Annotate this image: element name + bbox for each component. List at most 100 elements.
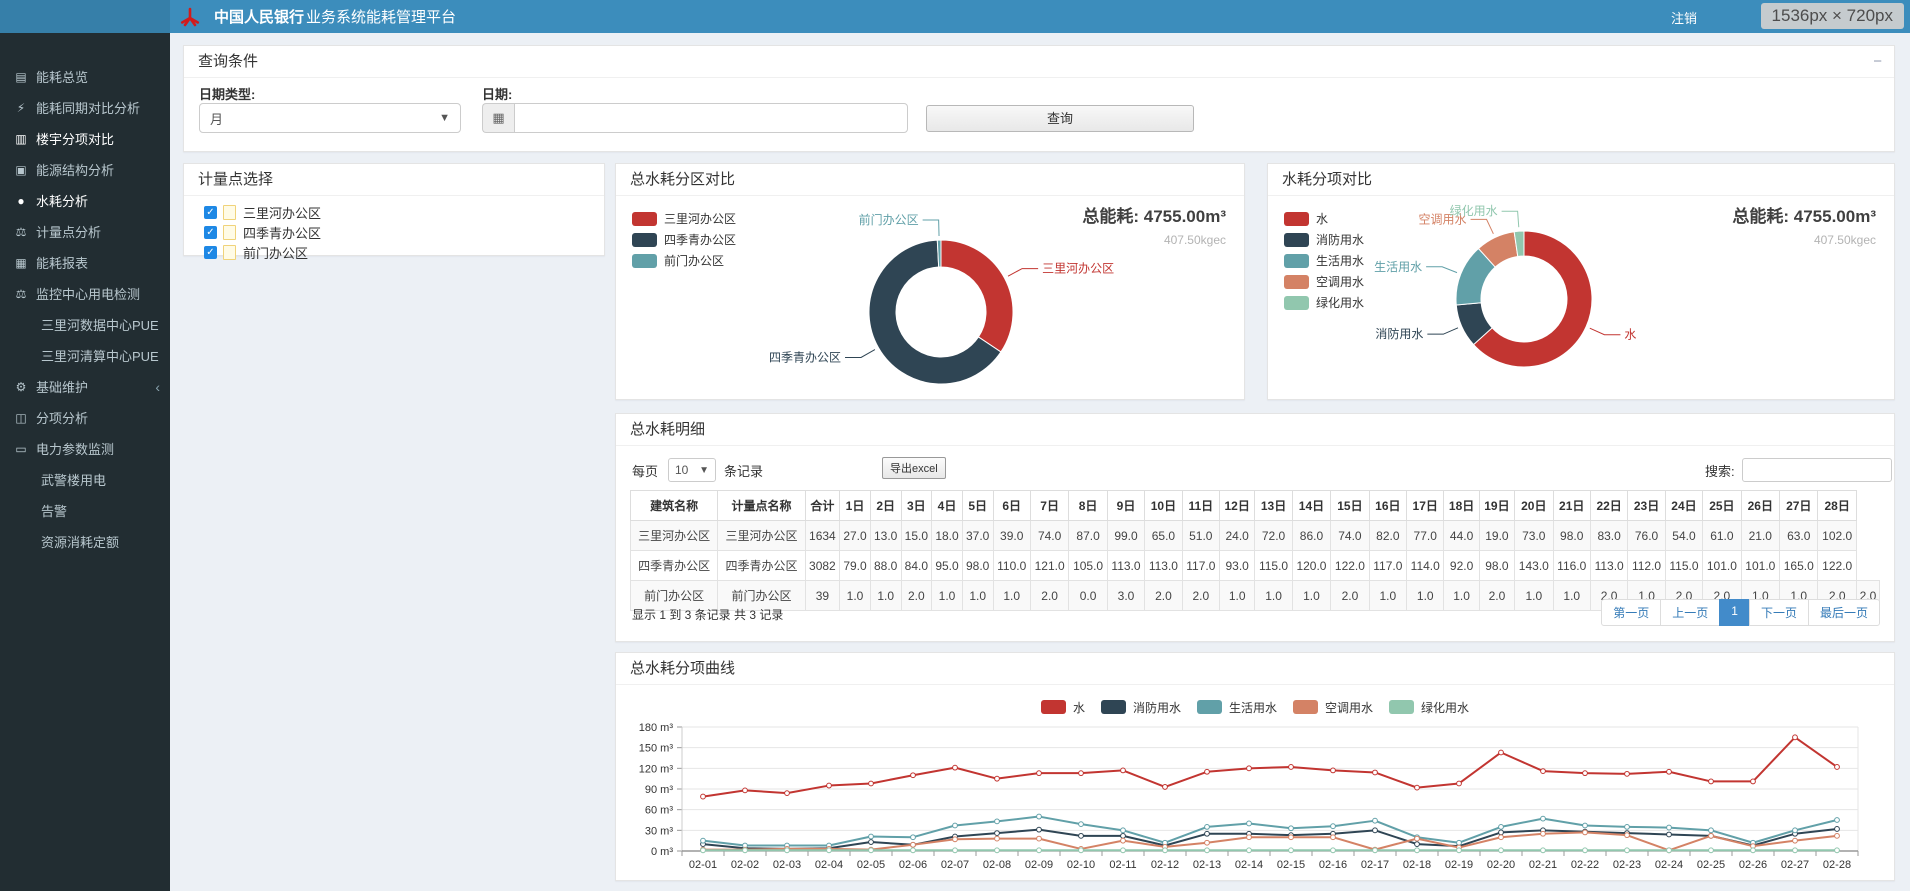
sidebar-item-14[interactable]: 告警 (0, 495, 170, 526)
table-cell: 3082 (804, 550, 841, 581)
table-cell: 98.0 (1552, 520, 1591, 551)
donut-slice-三里河办公区[interactable] (940, 239, 1014, 353)
table-header-cell-17: 15日 (1330, 490, 1370, 521)
table-cell: 117.0 (1368, 550, 1408, 581)
report-icon: ▦ (15, 255, 27, 270)
water-detail-table: 建筑名称 计量点名称 合计 1日 2日 3日 4日 5日 6日 7日 8日 9日 10日 11日 12日 13… (629, 490, 1881, 611)
date-type-select[interactable]: 月 ▼ (199, 103, 461, 133)
table-cell: 四季青办公区 (717, 550, 806, 581)
sidebar-item-label: 三里河数据中心PUE (41, 318, 159, 333)
table-cell: 115.0 (1254, 550, 1293, 581)
sidebar-item-label: 楼宇分项对比 (36, 132, 115, 147)
meter-tree-item-0[interactable]: ✓ 三里河办公区 (204, 203, 321, 221)
donut-label-消防用水: 消防用水 (1375, 326, 1423, 341)
line-legend-item-2[interactable]: 生活用水 (1196, 699, 1277, 715)
top-header: 中国人民银行 业务系统能耗管理平台 注销 1536px × 720px (0, 0, 1910, 33)
sidebar-item-6[interactable]: ▦ 能耗报表 (0, 247, 170, 278)
search-input[interactable] (1742, 458, 1892, 482)
line-legend-item-0[interactable]: 水 (1040, 699, 1085, 715)
pagination-page-active[interactable]: 1 (1719, 599, 1750, 626)
sidebar-item-3[interactable]: ▣ 能源结构分析 (0, 154, 170, 185)
meter-tree-item-1[interactable]: ✓ 四季青办公区 (204, 223, 321, 241)
donut-slice-四季青办公区[interactable] (868, 239, 1002, 385)
pagination-button-3[interactable]: 下一页 (1748, 599, 1809, 626)
donut-slice-绿化用水[interactable] (1513, 230, 1525, 258)
sidebar-item-8[interactable]: 三里河数据中心PUE (0, 309, 170, 340)
meter-tree-item-2[interactable]: ✓ 前门办公区 (204, 243, 308, 261)
sidebar-item-2[interactable]: ▥ 楼宇分项对比 (0, 123, 170, 154)
x-axis-tick-label: 02-04 (815, 859, 843, 871)
table-header-cell-14: 12日 (1219, 490, 1256, 521)
sidebar-item-7[interactable]: ⚖ 监控中心用电检测 (0, 278, 170, 309)
query-button[interactable]: 查询 (926, 105, 1194, 132)
pie1-legend-item-1[interactable]: 四季青办公区 (632, 229, 736, 250)
line-legend-item-3[interactable]: 空调用水 (1293, 699, 1373, 715)
collapse-panel-icon[interactable]: − (1873, 53, 1882, 70)
export-excel-button[interactable]: 导出excel (882, 457, 946, 479)
bars-icon: ▥ (15, 131, 27, 146)
pie2-legend-item-3[interactable]: 空调用水 (1284, 271, 1364, 292)
sidebar-item-label: 计量点分析 (36, 225, 102, 240)
sidebar-item-11[interactable]: ◫ 分项分析 (0, 402, 170, 433)
donut-slice-前门办公区[interactable] (936, 239, 942, 268)
table-header-cell-5: 3日 (900, 490, 933, 521)
line-legend-item-4[interactable]: 绿化用水 (1389, 699, 1469, 715)
pagination-button-1[interactable]: 上一页 (1660, 599, 1721, 626)
meter-select-title: 计量点选择 (184, 164, 604, 196)
per-page-select[interactable]: 10 ▼ (668, 458, 716, 482)
columns-icon: ◫ (15, 410, 27, 425)
checkbox-checked[interactable]: ✓ (204, 205, 217, 219)
date-label: 日期: (482, 87, 513, 102)
sidebar-item-1[interactable]: ⚡ 能耗同期对比分析 (0, 92, 170, 123)
table-cell: 1.0 (869, 580, 902, 611)
legend-label: 生活用水 (1228, 700, 1277, 715)
total-energy-2: 总能耗: 4755.00m³ 407.50kgec (1732, 207, 1876, 247)
table-cell: 74.0 (1330, 520, 1370, 551)
sidebar-item-label: 能耗报表 (36, 256, 89, 271)
legend-swatch (1196, 700, 1222, 714)
legend-swatch (1284, 274, 1309, 289)
donut-slice-水[interactable] (1472, 230, 1593, 368)
sidebar-item-0[interactable]: ▤ 能耗总览 (0, 61, 170, 92)
sidebar-item-4[interactable]: ● 水耗分析 (0, 185, 170, 216)
sidebar-item-5[interactable]: ⚖ 计量点分析 (0, 216, 170, 247)
pie2-legend-item-2[interactable]: 生活用水 (1284, 250, 1364, 271)
line-series-空调用水 (703, 831, 1838, 852)
table-header-cell-2: 合计 (804, 490, 841, 521)
line-legend-item-1[interactable]: 消防用水 (1100, 699, 1181, 715)
sidebar-item-13[interactable]: 武警楼用电 (0, 464, 170, 495)
sidebar-item-12[interactable]: ▭ 电力参数监测 (0, 433, 170, 464)
water-detail-title: 总水耗明细 (616, 414, 1894, 446)
screen-icon: ▭ (15, 441, 27, 456)
sidebar-item-label: 基础维护 (36, 380, 89, 395)
logout-link[interactable]: 注销 (1670, 11, 1697, 26)
pagination-button-4[interactable]: 最后一页 (1807, 599, 1880, 626)
file-icon (223, 204, 236, 220)
pie1-legend-item-0[interactable]: 三里河办公区 (632, 208, 736, 229)
table-cell: 1.0 (1443, 580, 1480, 611)
pie2-legend-item-0[interactable]: 水 (1284, 208, 1364, 229)
sidebar-item-15[interactable]: 资源消耗定额 (0, 526, 170, 557)
date-input[interactable] (514, 103, 908, 133)
sidebar-item-10[interactable]: ⚙ 基础维护 ‹ (0, 371, 170, 402)
x-axis-tick-label: 02-12 (1151, 859, 1179, 871)
pie1-legend-item-2[interactable]: 前门办公区 (632, 250, 736, 271)
x-axis-tick-label: 02-09 (1025, 859, 1053, 871)
file-icon (223, 224, 236, 240)
sidebar-item-9[interactable]: 三里河清算中心PUE (0, 340, 170, 371)
pie2-legend-item-4[interactable]: 绿化用水 (1284, 292, 1364, 313)
water-detail-panel: 总水耗明细 每页 10 ▼ 条记录 导出excel 搜索: 建筑名称 计量点名称 合计… (615, 413, 1895, 642)
x-axis-tick-label: 02-28 (1823, 859, 1851, 871)
table-cell: 21.0 (1740, 520, 1781, 551)
checkbox-checked[interactable]: ✓ (204, 225, 217, 239)
table-cell: 51.0 (1181, 520, 1221, 551)
pagination-button-0[interactable]: 第一页 (1601, 599, 1662, 626)
checkbox-checked[interactable]: ✓ (204, 245, 217, 259)
pie2-legend-item-1[interactable]: 消防用水 (1284, 229, 1364, 250)
table-cell: 13.0 (869, 520, 902, 551)
total-energy-1: 总能耗: 4755.00m³ 407.50kgec (1082, 207, 1226, 247)
legend-label: 生活用水 (1316, 254, 1365, 268)
structure-icon: ▣ (15, 162, 27, 177)
legend-swatch (1284, 232, 1309, 247)
sidebar-item-label: 资源消耗定额 (41, 535, 120, 550)
